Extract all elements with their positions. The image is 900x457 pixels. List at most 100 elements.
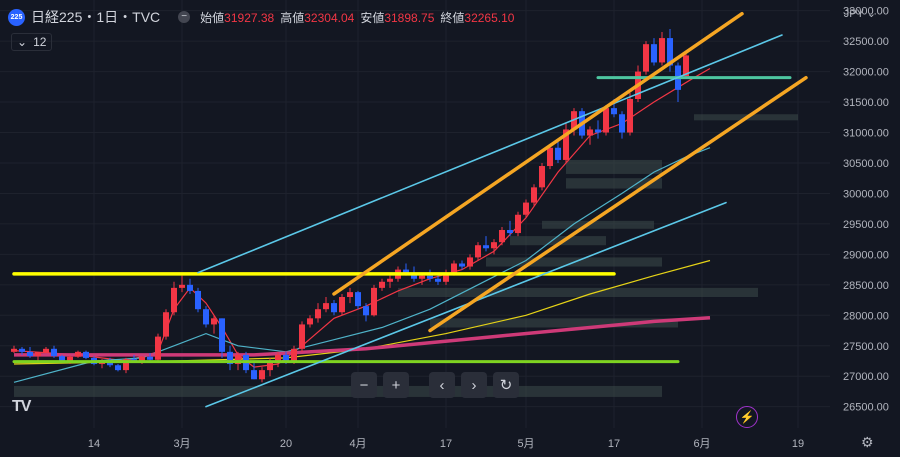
chevron-down-icon: ⌄	[17, 35, 28, 49]
ohlc-label: 始値	[200, 10, 225, 25]
candle-body	[419, 275, 425, 279]
indicator-value: 12	[33, 35, 47, 49]
candle-body	[331, 303, 337, 313]
candle-body	[515, 214, 521, 234]
price-zone	[542, 220, 654, 229]
price-zone	[430, 318, 678, 328]
candle-body	[211, 318, 217, 325]
price-tick-label: 29500.00	[843, 219, 889, 231]
time-tick-label: 20	[280, 438, 292, 450]
candle-body	[27, 351, 33, 357]
chevron-right-icon: ›	[471, 376, 477, 394]
reset-icon: ↻	[499, 377, 513, 394]
candle-body	[11, 348, 17, 352]
candle-body	[307, 318, 313, 325]
currency-selector[interactable]: JPY ⌄	[844, 7, 876, 20]
candle-body	[659, 38, 665, 63]
candle-body	[147, 356, 153, 360]
price-tick-label: 29000.00	[843, 249, 889, 261]
minus-icon: −	[359, 376, 369, 394]
candle-body	[483, 245, 489, 249]
price-tick-label: 31000.00	[843, 128, 889, 140]
trendline	[332, 11, 744, 296]
candle-body	[235, 354, 241, 365]
price-zone	[14, 385, 662, 397]
candle-body	[107, 360, 113, 366]
ohlc-value: 32265.10	[464, 10, 515, 25]
candle-body	[347, 292, 353, 298]
candle-body	[507, 229, 513, 234]
candle-body	[619, 114, 625, 133]
candle-body	[355, 292, 361, 307]
symbol-title[interactable]: 日経225・1日・TVC	[31, 9, 161, 25]
candle-body	[75, 351, 81, 357]
price-tick-label: 27000.00	[843, 371, 889, 383]
candle-body	[115, 365, 121, 371]
candle-body	[59, 356, 65, 361]
time-tick-label: 17	[608, 438, 620, 450]
candle-body	[179, 284, 185, 288]
candle-body	[523, 202, 529, 215]
price-tick-label: 30500.00	[843, 158, 889, 170]
lightning-icon[interactable]: ⚡	[736, 406, 758, 428]
candle-body	[539, 166, 545, 188]
candle-body	[555, 147, 561, 160]
candle-body	[315, 309, 321, 319]
candle-body	[219, 318, 225, 352]
time-tick-label: 5月	[517, 438, 534, 450]
candle-body	[499, 229, 505, 243]
candle-body	[203, 309, 209, 325]
chart-header: 225 日経225・1日・TVC − 始値31927.38 高値32304.04 安…	[8, 7, 520, 27]
candle-body	[299, 324, 305, 349]
ohlc-value: 31927.38	[224, 10, 275, 25]
chevron-left-icon: ‹	[439, 376, 445, 394]
candle-body	[587, 129, 593, 136]
candle-body	[19, 348, 25, 352]
trendline	[197, 34, 783, 274]
candle-body	[83, 351, 89, 358]
candle-body	[43, 348, 49, 353]
symbol-logo[interactable]: 225	[8, 8, 25, 26]
minus-icon[interactable]: −	[178, 11, 191, 23]
candle-body	[491, 242, 497, 249]
reset-button[interactable]: ↻	[493, 372, 519, 398]
candle-body	[163, 312, 169, 337]
candle-body	[467, 257, 473, 267]
scroll-left-button[interactable]: ‹	[429, 372, 455, 398]
candle-body	[475, 245, 481, 258]
gear-icon[interactable]: ⚙	[861, 434, 874, 450]
candle-body	[379, 281, 385, 288]
candle-body	[155, 336, 161, 360]
zoom-in-button[interactable]: +	[383, 372, 409, 398]
price-tick-label: 27500.00	[843, 341, 889, 353]
candle-body	[275, 354, 281, 361]
candle-body	[387, 278, 393, 282]
candle-body	[683, 55, 689, 77]
candle-body	[595, 129, 601, 133]
zoom-toolbar: − + ‹ › ↻	[351, 372, 519, 398]
candle-body	[459, 263, 465, 267]
candle-body	[171, 287, 177, 313]
ohlc-readout: 始値31927.38 高値32304.04 安値31898.75 終値32265.10	[200, 9, 520, 26]
trendline	[428, 75, 808, 333]
candle-body	[67, 356, 73, 361]
ohlc-label: 高値	[280, 10, 305, 25]
price-axis-background	[830, 0, 900, 457]
time-tick-label: 4月	[349, 438, 366, 450]
candle-body	[139, 356, 145, 361]
moving-average-line	[14, 315, 711, 357]
candle-body	[667, 38, 673, 66]
indicator-toggle[interactable]: ⌄ 12	[11, 33, 53, 51]
scroll-right-button[interactable]: ›	[461, 372, 487, 398]
price-zone	[566, 178, 662, 189]
time-tick-label: 3月	[173, 438, 190, 450]
moving-average-line	[13, 147, 711, 383]
price-tick-label: 28000.00	[843, 310, 889, 322]
candle-body	[35, 352, 41, 357]
zoom-out-button[interactable]: −	[351, 372, 377, 398]
price-tick-label: 28500.00	[843, 280, 889, 292]
candle-body	[259, 370, 265, 380]
ohlc-label: 安値	[360, 10, 385, 25]
